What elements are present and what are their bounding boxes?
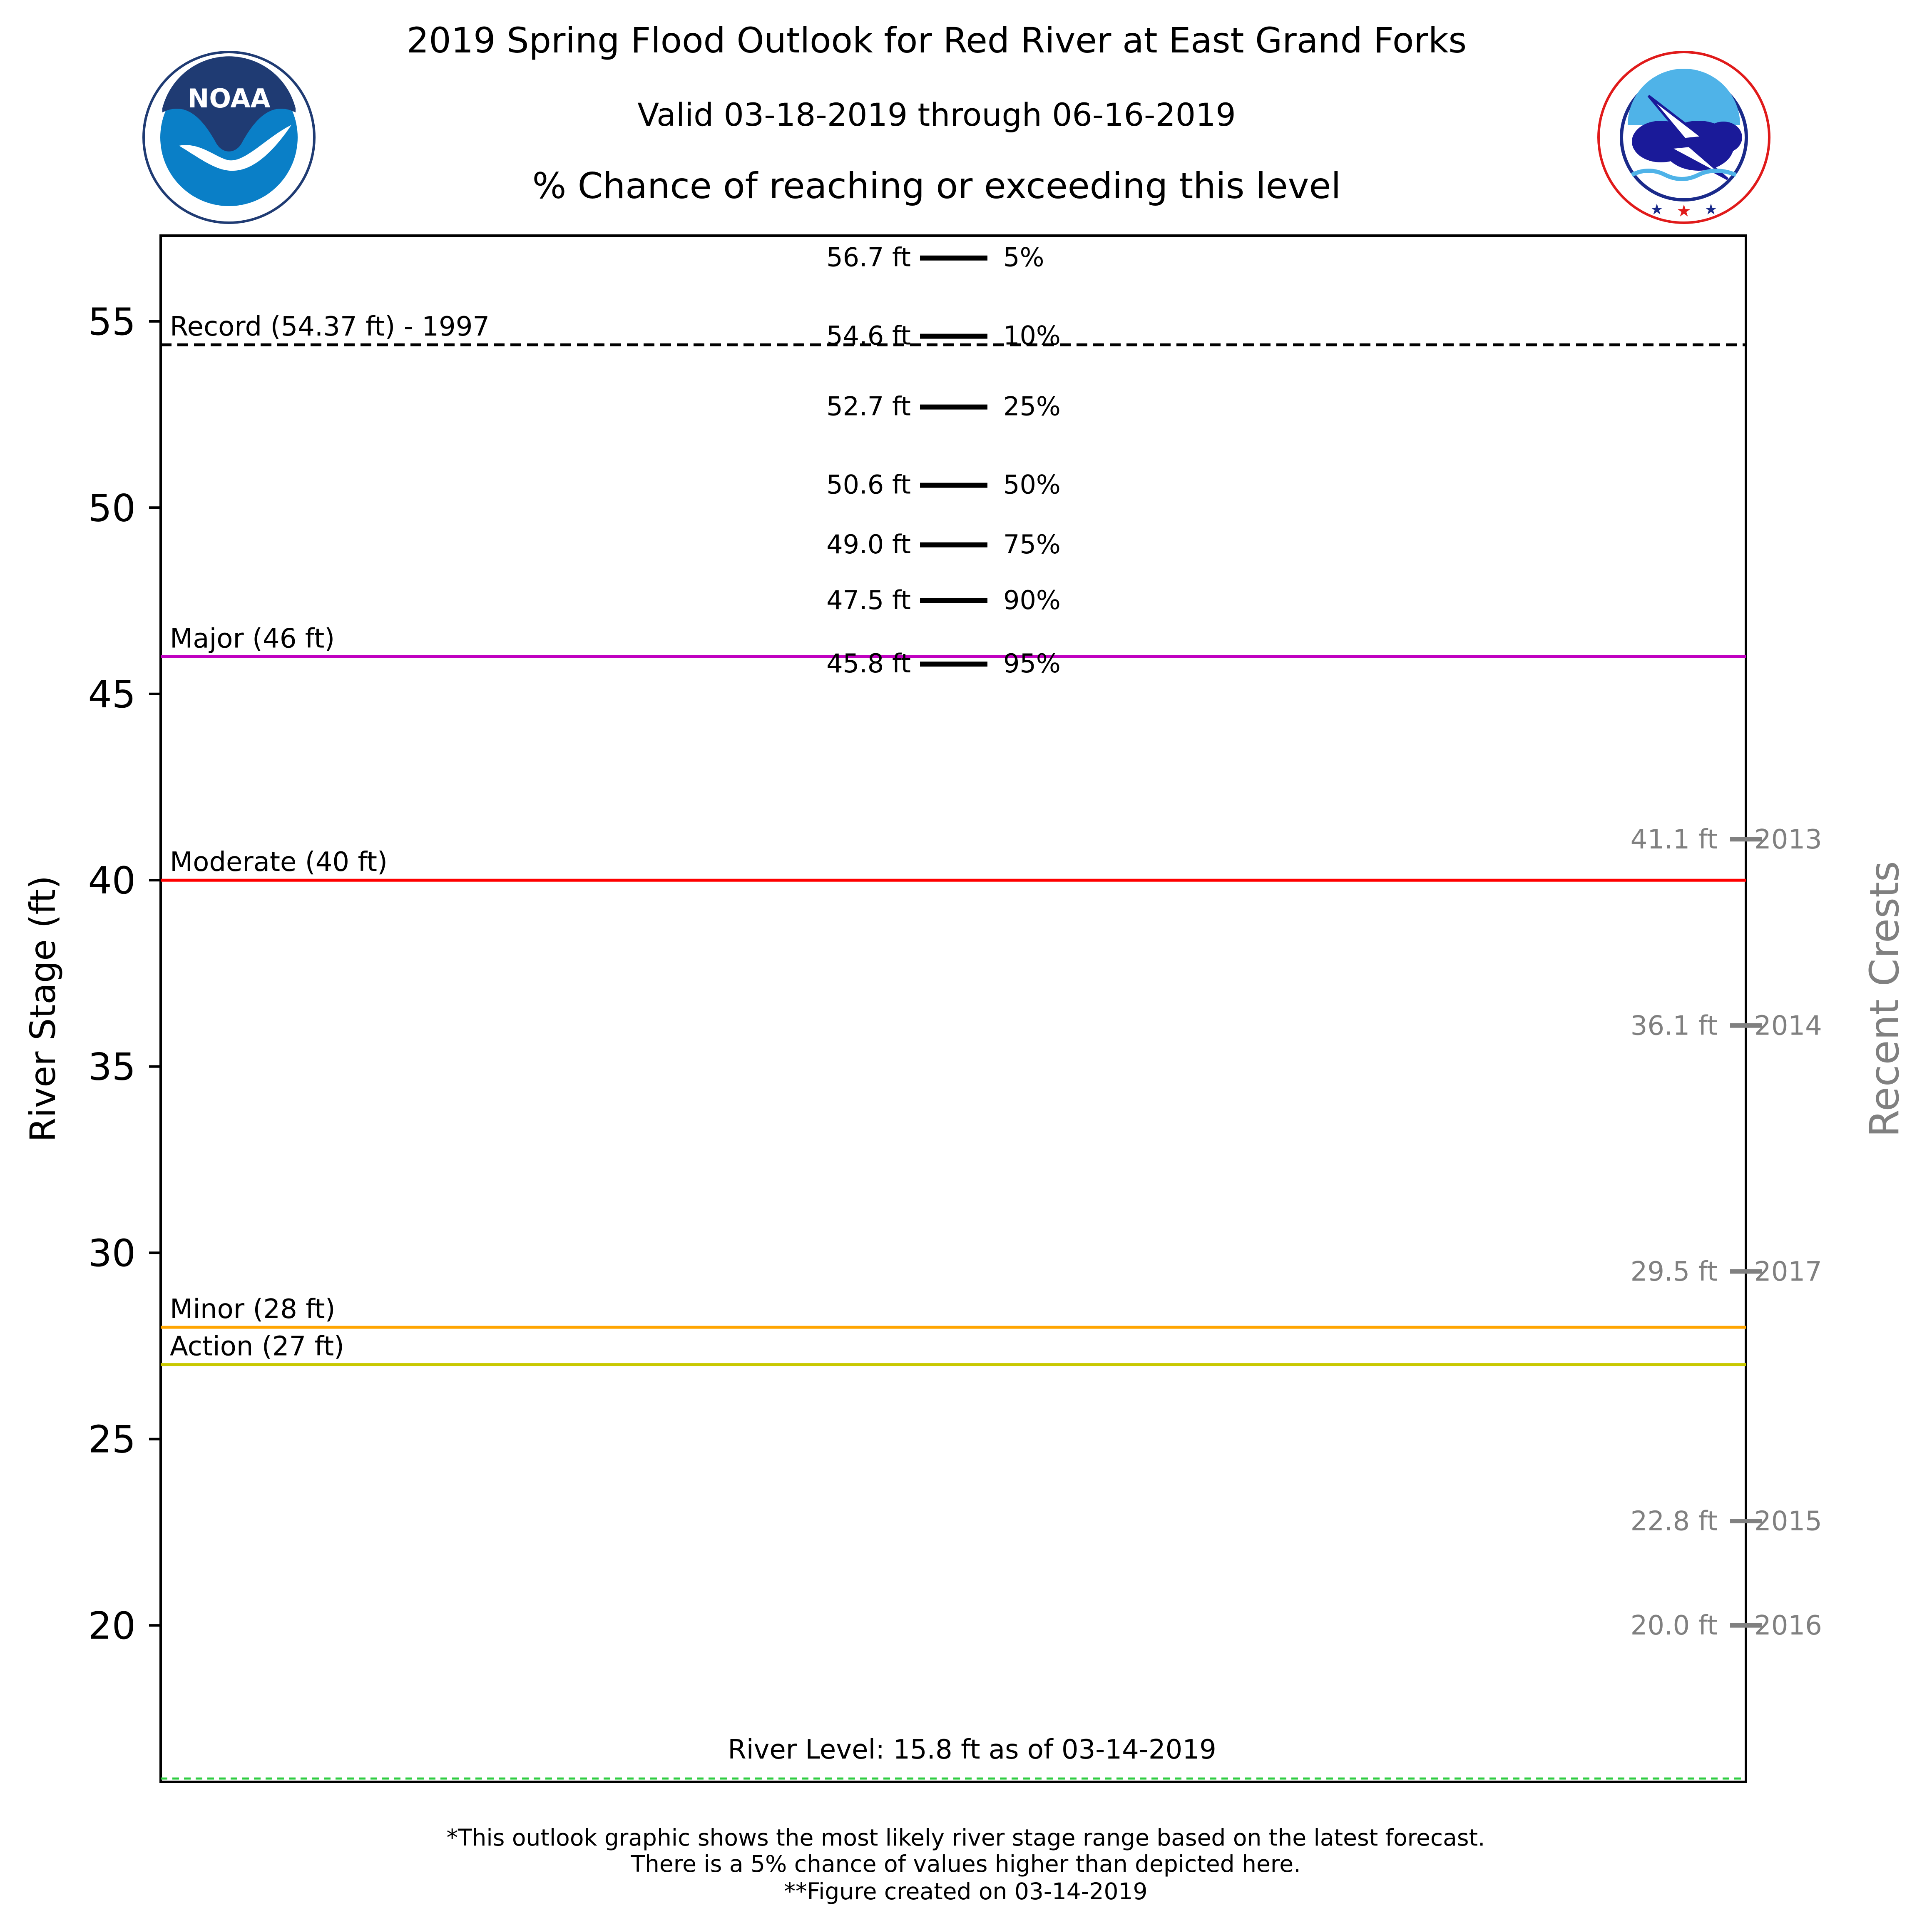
exceedance-stage-label: 56.7 ft [826,242,911,273]
exceedance-chance-label: 90% [1003,585,1061,615]
footer-note-line-2: There is a 5% chance of values higher th… [630,1851,1300,1877]
noaa-logo-icon: NOAA [142,51,316,224]
svg-text:★: ★ [1704,201,1718,218]
y-tick-label: 25 [88,1418,136,1462]
nws-logo-icon: ★ ★ ★ [1597,51,1770,224]
y-tick-label: 55 [88,300,136,344]
crest-year-label: 2017 [1754,1256,1822,1287]
exceedance-markers: 56.7 ft 5% 54.6 ft 10% 52.7 ft 25% 50.6 ft 50% 4… [826,242,1061,679]
chart-subtitle: % Chance of reaching or exceeding this l… [532,165,1341,207]
current-level-label: River Level: 15.8 ft as of 03-14-2019 [728,1734,1216,1765]
crest-year-label: 2014 [1754,1010,1822,1041]
flood-threshold-lines: Record (54.37 ft) - 1997 Major (46 ft) Mod… [161,311,1746,1366]
exceedance-chance-label: 10% [1003,321,1061,351]
exceedance-stage-label: 45.8 ft [826,648,911,679]
threshold-label: Moderate (40 ft) [170,847,388,878]
crest-stage-label: 22.8 ft [1631,1506,1718,1537]
y-tick-label: 30 [88,1231,136,1275]
chart-title: 2019 Spring Flood Outlook for Red River … [407,20,1467,61]
threshold-label: Record (54.37 ft) - 1997 [170,311,490,342]
y2-axis-label: Recent Crests [1861,861,1908,1137]
noaa-logo-text: NOAA [188,83,271,114]
crest-stage-label: 20.0 ft [1631,1610,1718,1641]
threshold-label: Major (46 ft) [170,623,335,654]
exceedance-chance-label: 75% [1003,529,1061,560]
y-tick-label: 40 [88,859,136,903]
y-tick-label: 35 [88,1045,136,1089]
svg-text:★: ★ [1676,202,1691,221]
threshold-label: Action (27 ft) [170,1331,344,1362]
exceedance-chance-label: 25% [1003,391,1061,422]
y-tick-label: 20 [88,1604,136,1648]
footer-note-line-1: *This outlook graphic shows the most lik… [446,1824,1485,1851]
exceedance-stage-label: 49.0 ft [826,529,911,560]
svg-text:★: ★ [1650,201,1663,218]
recent-crests-axis: 41.1 ft 2013 36.1 ft 2014 29.5 ft 2017 22.8 ft… [1631,824,1822,1641]
y-axis-label: River Stage (ft) [22,876,63,1142]
plot-frame [159,234,1747,1783]
crest-year-label: 2013 [1754,824,1822,855]
exceedance-stage-label: 50.6 ft [826,470,911,500]
crest-year-label: 2015 [1754,1506,1822,1537]
exceedance-chance-label: 5% [1003,242,1044,273]
exceedance-stage-label: 52.7 ft [826,391,911,422]
chart-valid-dates: Valid 03-18-2019 through 06-16-2019 [637,96,1236,133]
footer-note-line-3: **Figure created on 03-14-2019 [784,1878,1147,1905]
threshold-label: Minor (28 ft) [170,1294,336,1325]
exceedance-stage-label: 47.5 ft [826,585,911,615]
current-river-level: River Level: 15.8 ft as of 03-14-2019 [161,1734,1746,1780]
crest-year-label: 2016 [1754,1610,1822,1641]
y-axis: 20 25 30 35 40 45 50 55 [88,300,161,1648]
y-tick-label: 45 [88,673,136,716]
crest-stage-label: 41.1 ft [1631,824,1718,855]
y-tick-label: 50 [88,486,136,530]
crest-stage-label: 36.1 ft [1631,1010,1718,1041]
exceedance-chance-label: 50% [1003,470,1061,500]
exceedance-stage-label: 54.6 ft [826,321,911,351]
exceedance-chance-label: 95% [1003,648,1061,679]
crest-stage-label: 29.5 ft [1631,1256,1718,1287]
